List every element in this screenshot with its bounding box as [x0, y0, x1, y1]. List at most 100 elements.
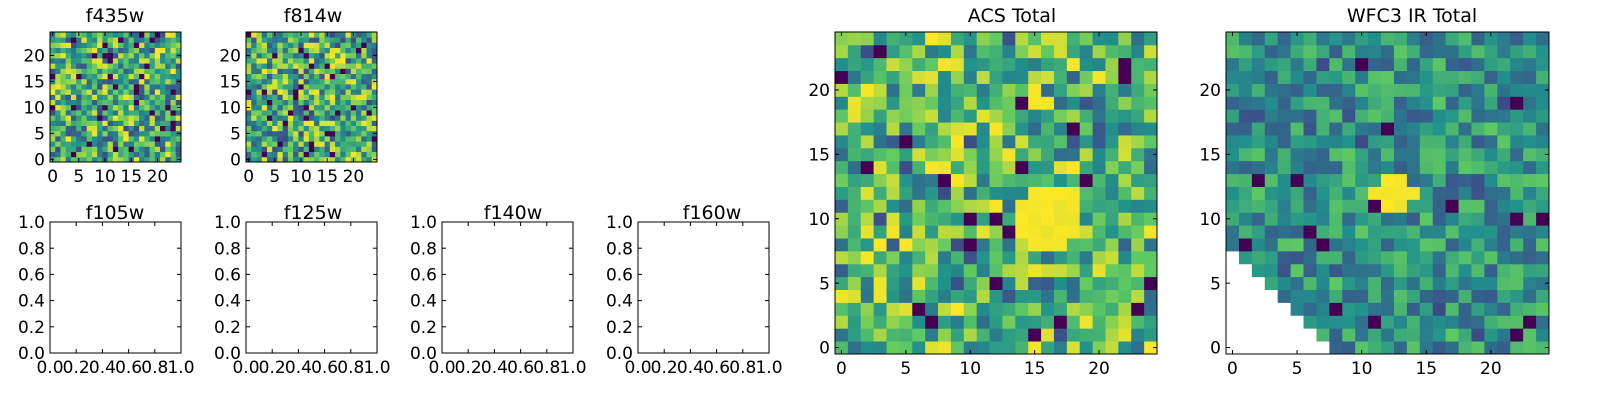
f814w-cell [277, 94, 284, 100]
f814w-cell [261, 141, 268, 147]
f435w-cell [112, 130, 119, 137]
acs_total-cell [1131, 96, 1145, 110]
f435w-cell [60, 52, 67, 59]
f435w-cell [55, 94, 61, 100]
f814w-cell [287, 84, 294, 90]
f814w-cell [356, 42, 362, 48]
f814w-cell [324, 78, 331, 85]
f814w-cell [303, 37, 310, 43]
f814w-cell [251, 63, 257, 69]
f435w-cell [170, 89, 177, 95]
f435w-cell [149, 104, 156, 111]
acs_total-cell [847, 199, 862, 213]
wfc3_ir_total-cell [1381, 173, 1395, 187]
acs_total-cell [976, 135, 990, 149]
wfc3_ir_total-cell [1510, 122, 1524, 136]
f435w-cell [170, 136, 177, 142]
acs_total-cell [1002, 32, 1016, 46]
acs_total-cell [938, 109, 952, 123]
acs_total-cell [1079, 160, 1093, 175]
f435w-cell [97, 47, 103, 54]
f814w-cell [335, 146, 341, 152]
f435w-cell [76, 136, 82, 142]
f435w-cell [139, 73, 145, 80]
wfc3_ir_total-cell [1329, 135, 1343, 149]
f814w-cell [329, 104, 336, 111]
acs_total-cell [847, 173, 862, 187]
acs_total-cell [1002, 225, 1016, 239]
f435w-cell [50, 151, 56, 158]
f814w-cell [314, 99, 320, 106]
f814w-cell [246, 146, 252, 152]
f814w-cell [356, 115, 362, 121]
acs_total-cell [925, 315, 939, 329]
f435w-cell [65, 73, 72, 80]
f814w-cell [308, 136, 315, 142]
f105w-xtick-label: 0.4 [89, 358, 116, 378]
f814w-cell [340, 110, 346, 116]
acs_total-cell [950, 263, 965, 278]
f435w-cell [118, 78, 124, 85]
f814w-cell [303, 32, 310, 38]
wfc3_ir_total-cell [1523, 160, 1537, 175]
f105w-ytick-label: 0.0 [18, 344, 45, 364]
f435w-cell [70, 68, 77, 74]
wfc3_ir_total-cell [1238, 160, 1253, 175]
wfc3_ir_total-cell [1510, 135, 1524, 149]
f814w-cell [287, 99, 294, 106]
f435w-cell [112, 78, 119, 85]
f814w-cell [261, 73, 268, 80]
acs_total-cell [989, 315, 1003, 329]
f435w-cell [118, 32, 124, 38]
title-f435w: f435w [85, 5, 145, 27]
wfc3_ir_total-cell [1419, 160, 1434, 175]
f435w-cell [165, 130, 171, 137]
wfc3_ir_total-cell [1393, 250, 1408, 265]
f814w-xtick-label: 15 [316, 167, 338, 187]
f814w-cell [266, 89, 273, 95]
wfc3_ir_total-cell [1251, 32, 1266, 46]
wfc3_ir_total-cell [1471, 122, 1485, 136]
f435w-cell [102, 52, 109, 59]
f814w-cell [272, 110, 278, 116]
acs_total-cell [899, 212, 913, 226]
f814w-cell [361, 68, 367, 74]
acs_total-cell [1041, 238, 1055, 252]
f814w-cell [287, 47, 294, 54]
wfc3_ir_total-cell [1393, 160, 1408, 175]
f105w-ytick-label: 0.2 [18, 318, 45, 338]
f814w-cell [340, 52, 346, 59]
f435w-cell [118, 58, 124, 64]
wfc3_ir_total-cell [1381, 32, 1395, 46]
wfc3_ir_total-cell [1368, 186, 1382, 200]
f435w-cell [128, 47, 135, 54]
wfc3_ir_total-cell [1238, 109, 1253, 123]
f435w-cell [128, 78, 135, 85]
f814w-cell [314, 146, 320, 152]
f435w-cell [81, 141, 88, 147]
f435w-cell [97, 151, 103, 158]
wfc3_ir_total-cell [1303, 173, 1317, 187]
wfc3_ir_total-cell [1458, 70, 1472, 84]
f435w-cell [107, 104, 114, 111]
wfc3_ir_total-cell [1445, 276, 1459, 290]
f435w-cell [144, 73, 150, 80]
acs_total-cell [989, 263, 1003, 278]
f814w-cell [335, 136, 341, 142]
f140w-ytick-label: 0.2 [410, 318, 437, 338]
f435w-cell [118, 68, 124, 74]
acs_total-cell [899, 109, 913, 123]
f435w-cell [97, 115, 103, 121]
f814w-cell [371, 125, 378, 132]
acs_total-cell [1002, 250, 1016, 265]
acs_total-cell [1028, 250, 1042, 265]
f814w-cell [361, 42, 367, 48]
acs_total-cell [847, 44, 862, 59]
f814w-cell [287, 89, 294, 95]
wfc3_ir_total-cell [1303, 199, 1317, 213]
f814w-cell [287, 37, 294, 43]
f435w-cell [107, 94, 114, 100]
wfc3_ir_total-cell [1432, 147, 1447, 162]
acs_total-cell [1105, 96, 1119, 110]
wfc3_ir_total-cell [1510, 225, 1524, 239]
